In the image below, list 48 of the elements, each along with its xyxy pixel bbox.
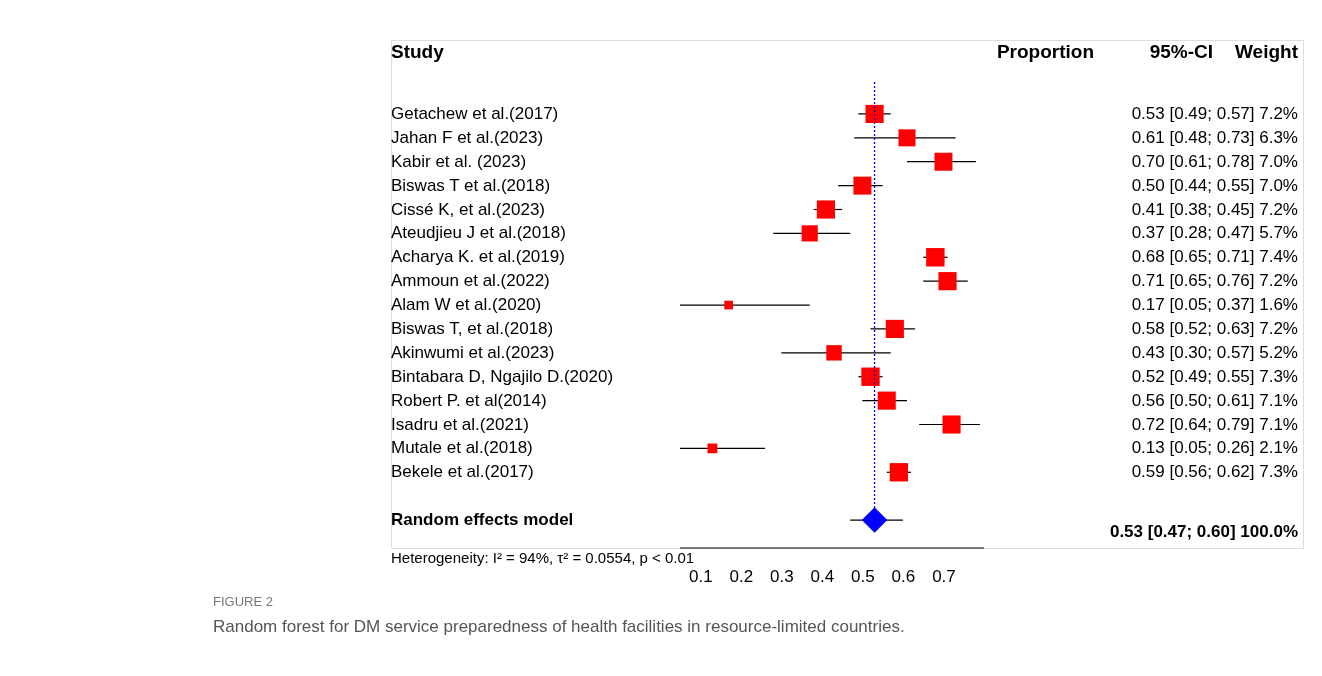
y-tick-label: Kabir et al. (2023) <box>391 151 527 171</box>
data-label: 0.58 [0.52; 0.63] 7.2% <box>1131 318 1298 338</box>
text: FIGURE 2 <box>213 594 273 609</box>
y-tick-label: Akinwumi et al.(2023) <box>391 342 555 362</box>
data-label: 0.72 [0.64; 0.79] 7.1% <box>1131 414 1298 434</box>
y-tick-label: Getachew et al.(2017) <box>391 103 559 123</box>
data-label: 0.56 [0.50; 0.61] 7.1% <box>1131 390 1298 410</box>
text: Heterogeneity: I² = 94%, τ² = 0.0554, p < 0.01 <box>391 549 695 566</box>
data-label: 0.52 [0.49; 0.55] 7.3% <box>1131 366 1298 386</box>
data-label: 0.61 [0.48; 0.73] 6.3% <box>1131 127 1298 147</box>
y-tick-label: Robert P. et al(2014) <box>391 390 547 410</box>
text: Proportion <box>996 41 1094 62</box>
y-tick-label: Random effects model <box>391 510 574 530</box>
x-tick-label: 0.4 <box>810 566 835 586</box>
data-label: 0.68 [0.65; 0.71] 7.4% <box>1131 247 1298 267</box>
y-tick-label: Cissé K, et al.(2023) <box>391 199 546 219</box>
data-label: 0.13 [0.05; 0.26] 2.1% <box>1131 438 1298 458</box>
y-tick-label: Jahan F et al.(2023) <box>391 127 544 147</box>
y-tick-label: Isadru et al.(2021) <box>391 414 529 434</box>
data-label: 0.53 [0.49; 0.57] 7.2% <box>1131 103 1298 123</box>
text: Weight <box>1235 41 1299 62</box>
data-label: 0.17 [0.05; 0.37] 1.6% <box>1131 295 1298 315</box>
data-label: 0.43 [0.30; 0.57] 5.2% <box>1131 342 1298 362</box>
text: 95%-CI <box>1149 41 1213 62</box>
y-tick-label: Acharya K. et al.(2019) <box>391 247 565 267</box>
data-label: 0.70 [0.61; 0.78] 7.0% <box>1131 151 1298 171</box>
x-tick-label: 0.7 <box>932 566 956 586</box>
x-tick-label: 0.2 <box>729 566 754 586</box>
y-tick-label: Ammoun et al.(2022) <box>391 271 550 291</box>
text: 0.53 [0.47; 0.60] 100.0% <box>1109 522 1298 541</box>
y-tick-label: Ateudjieu J et al.(2018) <box>391 223 566 243</box>
x-tick-label: 0.5 <box>851 566 875 586</box>
y-tick-label: Mutale et al.(2018) <box>391 438 533 458</box>
y-tick-label: Bintabara D, Ngajilo D.(2020) <box>391 366 614 386</box>
x-tick-label: 0.1 <box>688 566 713 586</box>
y-tick-label: Biswas T, et al.(2018) <box>391 318 554 338</box>
y-tick-label: Alam W et al.(2020) <box>391 295 542 315</box>
x-tick-label: 0.6 <box>891 566 916 586</box>
y-tick-label: Bekele et al.(2017) <box>391 462 534 482</box>
x-tick-label: 0.3 <box>770 566 794 586</box>
data-label: 0.37 [0.28; 0.47] 5.7% <box>1131 223 1298 243</box>
y-tick-label: Biswas T et al.(2018) <box>391 175 551 195</box>
data-label: 0.59 [0.56; 0.62] 7.3% <box>1131 462 1298 482</box>
data-label: 0.50 [0.44; 0.55] 7.0% <box>1131 175 1298 195</box>
y-axis-title: Study <box>391 41 445 62</box>
data-label: 0.71 [0.65; 0.76] 7.2% <box>1131 271 1298 291</box>
data-label: 0.41 [0.38; 0.45] 7.2% <box>1131 199 1298 219</box>
text: Random forest for DM service preparedness of health facilities in resource-limited countries. <box>213 617 905 636</box>
